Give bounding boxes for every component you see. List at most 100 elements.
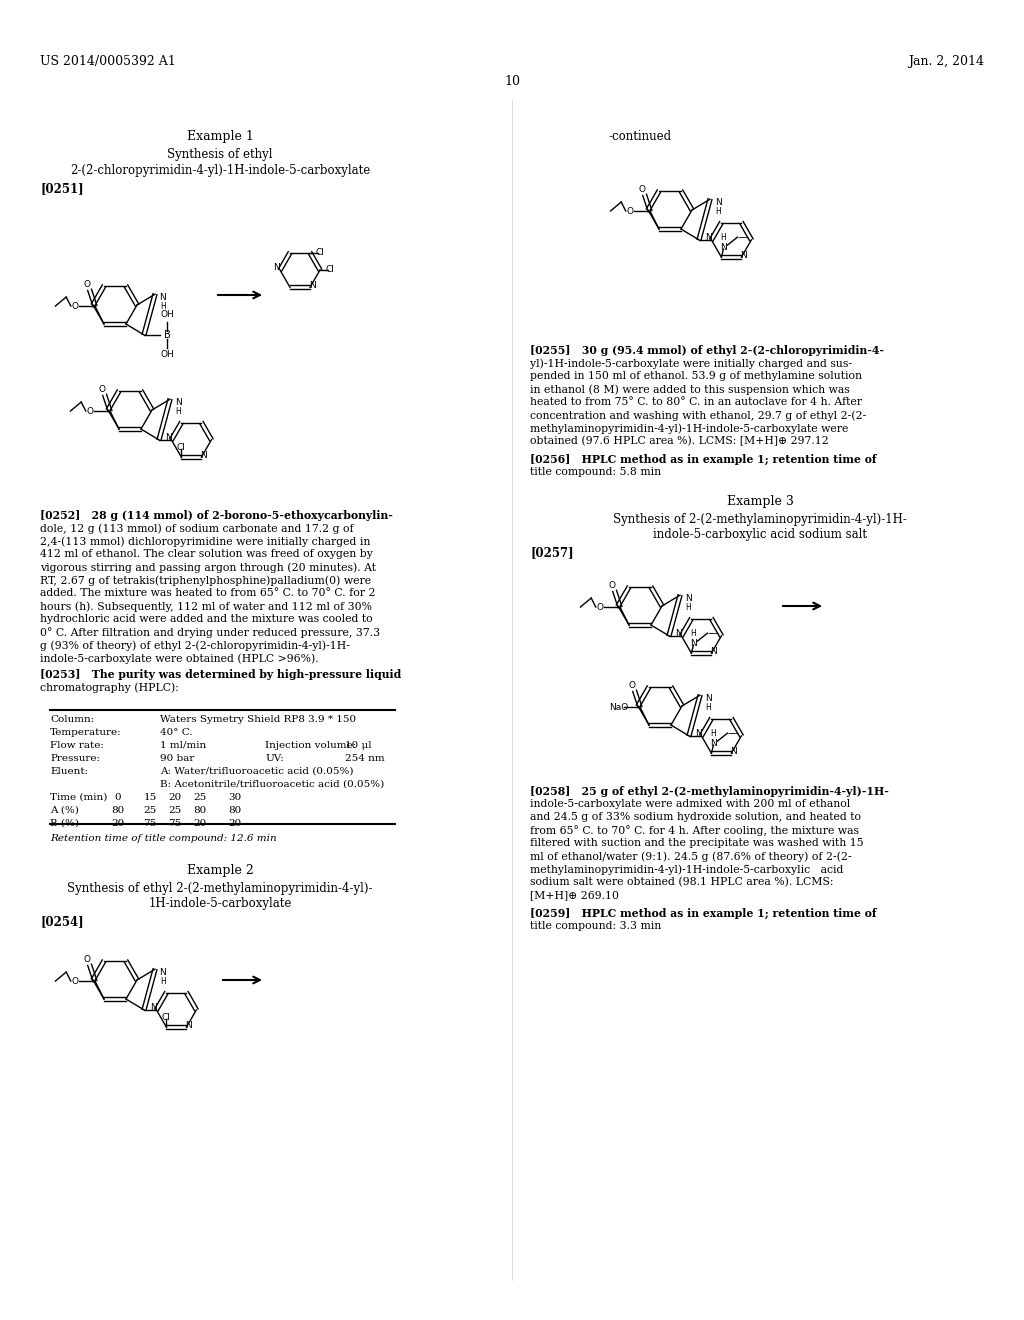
Text: Temperature:: Temperature: — [50, 729, 122, 737]
Text: 0: 0 — [115, 793, 121, 803]
Text: from 65° C. to 70° C. for 4 h. After cooling, the mixture was: from 65° C. to 70° C. for 4 h. After coo… — [530, 825, 859, 836]
Text: —: — — [738, 232, 749, 242]
Text: concentration and washing with ethanol, 29.7 g of ethyl 2-(2-: concentration and washing with ethanol, … — [530, 411, 866, 421]
Text: B: Acetonitrile/trifluoroacetic acid (0.05%): B: Acetonitrile/trifluoroacetic acid (0.… — [160, 780, 384, 789]
Text: Eluent:: Eluent: — [50, 767, 88, 776]
Text: Synthesis of 2-(2-methylaminopyrimidin-4-yl)-1H-: Synthesis of 2-(2-methylaminopyrimidin-4… — [613, 513, 907, 525]
Text: N: N — [160, 293, 166, 302]
Text: 20: 20 — [168, 793, 181, 803]
Text: title compound: 3.3 min: title compound: 3.3 min — [530, 921, 662, 931]
Text: O: O — [608, 581, 615, 590]
Text: N: N — [715, 198, 721, 207]
Text: indole-5-carboxylate were obtained (HPLC >96%).: indole-5-carboxylate were obtained (HPLC… — [40, 653, 318, 664]
Text: O: O — [83, 280, 90, 289]
Text: O: O — [627, 206, 633, 215]
Text: [0253]   The purity was determined by high-pressure liquid: [0253] The purity was determined by high… — [40, 669, 401, 680]
Text: Flow rate:: Flow rate: — [50, 741, 103, 750]
Text: —: — — [708, 628, 719, 638]
Text: and 24.5 g of 33% sodium hydroxide solution, and heated to: and 24.5 g of 33% sodium hydroxide solut… — [530, 812, 861, 822]
Text: indole-5-carboxylate were admixed with 200 ml of ethanol: indole-5-carboxylate were admixed with 2… — [530, 799, 850, 809]
Text: O: O — [72, 977, 78, 986]
Text: Cl: Cl — [162, 1012, 171, 1022]
Text: obtained (97.6 HPLC area %). LCMS: [M+H]⊕ 297.12: obtained (97.6 HPLC area %). LCMS: [M+H]… — [530, 436, 828, 446]
Text: N: N — [675, 630, 682, 639]
Text: methylaminopyrimidin-4-yl)-1H-indole-5-carboxylate were: methylaminopyrimidin-4-yl)-1H-indole-5-c… — [530, 422, 848, 433]
Text: [0258]   25 g of ethyl 2-(2-methylaminopyrimidin-4-yl)-1H-: [0258] 25 g of ethyl 2-(2-methylaminopyr… — [530, 785, 889, 797]
Text: N: N — [165, 433, 172, 442]
Text: 15: 15 — [143, 793, 157, 803]
Text: 80: 80 — [228, 807, 242, 814]
Text: [0259]   HPLC method as in example 1; retention time of: [0259] HPLC method as in example 1; rete… — [530, 908, 877, 919]
Text: 25: 25 — [194, 793, 207, 803]
Text: 2-(2-chloropyrimidin-4-yl)-1H-indole-5-carboxylate: 2-(2-chloropyrimidin-4-yl)-1H-indole-5-c… — [70, 164, 370, 177]
Text: 20: 20 — [194, 818, 207, 828]
Text: N: N — [705, 694, 712, 702]
Text: sodium salt were obtained (98.1 HPLC area %). LCMS:: sodium salt were obtained (98.1 HPLC are… — [530, 876, 834, 887]
Text: N: N — [706, 234, 712, 243]
Text: [0252]   28 g (114 mmol) of 2-borono-5-ethoxycarbonylin-: [0252] 28 g (114 mmol) of 2-borono-5-eth… — [40, 510, 393, 521]
Text: 80: 80 — [112, 807, 125, 814]
Text: -continued: -continued — [608, 129, 672, 143]
Text: O: O — [98, 385, 105, 395]
Text: N: N — [273, 264, 281, 272]
Text: [0255]   30 g (95.4 mmol) of ethyl 2-(2-chloropyrimidin-4-: [0255] 30 g (95.4 mmol) of ethyl 2-(2-ch… — [530, 345, 884, 356]
Text: 2,4-(113 mmol) dichloropyrimidine were initially charged in: 2,4-(113 mmol) dichloropyrimidine were i… — [40, 536, 371, 546]
Text: 10: 10 — [504, 75, 520, 88]
Text: 0° C. After filtration and drying under reduced pressure, 37.3: 0° C. After filtration and drying under … — [40, 627, 380, 638]
Text: H: H — [715, 207, 721, 215]
Text: Example 2: Example 2 — [186, 865, 253, 876]
Text: title compound: 5.8 min: title compound: 5.8 min — [530, 467, 662, 477]
Text: N: N — [710, 739, 717, 747]
Text: Pressure:: Pressure: — [50, 754, 100, 763]
Text: N: N — [720, 243, 727, 252]
Text: A: Water/trifluoroacetic acid (0.05%): A: Water/trifluoroacetic acid (0.05%) — [160, 767, 353, 776]
Text: [0257]: [0257] — [530, 546, 573, 558]
Text: —: — — [728, 729, 739, 738]
Text: 90 bar: 90 bar — [160, 754, 195, 763]
Text: O: O — [83, 956, 90, 965]
Text: Jan. 2, 2014: Jan. 2, 2014 — [908, 55, 984, 69]
Text: pended in 150 ml of ethanol. 53.9 g of methylamine solution: pended in 150 ml of ethanol. 53.9 g of m… — [530, 371, 862, 381]
Text: A (%): A (%) — [50, 807, 79, 814]
Text: N: N — [690, 639, 696, 648]
Text: 80: 80 — [194, 807, 207, 814]
Text: Injection volume:: Injection volume: — [265, 741, 356, 750]
Text: 40° C.: 40° C. — [160, 729, 193, 737]
Text: N: N — [160, 968, 166, 977]
Text: hydrochloric acid were added and the mixture was cooled to: hydrochloric acid were added and the mix… — [40, 614, 373, 624]
Text: Waters Symetry Shield RP8 3.9 * 150: Waters Symetry Shield RP8 3.9 * 150 — [160, 715, 356, 723]
Text: Cl: Cl — [326, 265, 335, 275]
Text: g (93% of theory) of ethyl 2-(2-chloropyrimidin-4-yl)-1H-: g (93% of theory) of ethyl 2-(2-chloropy… — [40, 640, 350, 651]
Text: [M+H]⊕ 269.10: [M+H]⊕ 269.10 — [530, 890, 618, 900]
Text: H: H — [160, 302, 166, 310]
Text: indole-5-carboxylic acid sodium salt: indole-5-carboxylic acid sodium salt — [653, 528, 867, 541]
Text: N: N — [308, 281, 315, 290]
Text: heated to from 75° C. to 80° C. in an autoclave for 4 h. After: heated to from 75° C. to 80° C. in an au… — [530, 397, 862, 407]
Text: H: H — [160, 977, 166, 986]
Text: US 2014/0005392 A1: US 2014/0005392 A1 — [40, 55, 176, 69]
Text: 75: 75 — [168, 818, 181, 828]
Text: N: N — [685, 594, 691, 603]
Text: added. The mixture was heated to from 65° C. to 70° C. for 2: added. The mixture was heated to from 65… — [40, 587, 376, 598]
Text: N: N — [740, 251, 746, 260]
Text: dole, 12 g (113 mmol) of sodium carbonate and 17.2 g of: dole, 12 g (113 mmol) of sodium carbonat… — [40, 523, 353, 533]
Text: ml of ethanol/water (9:1). 24.5 g (87.6% of theory) of 2-(2-: ml of ethanol/water (9:1). 24.5 g (87.6%… — [530, 851, 852, 862]
Text: O: O — [596, 602, 603, 611]
Text: Retention time of title compound: 12.6 min: Retention time of title compound: 12.6 m… — [50, 834, 276, 843]
Text: N: N — [151, 1003, 157, 1012]
Text: O: O — [628, 681, 635, 690]
Text: Cl: Cl — [177, 442, 185, 451]
Text: Example 3: Example 3 — [727, 495, 794, 508]
Text: O: O — [86, 407, 93, 416]
Text: Synthesis of ethyl 2-(2-methylaminopyrimidin-4-yl)-: Synthesis of ethyl 2-(2-methylaminopyrim… — [68, 882, 373, 895]
Text: yl)-1H-indole-5-carboxylate were initially charged and sus-: yl)-1H-indole-5-carboxylate were initial… — [530, 358, 852, 368]
Text: N: N — [185, 1020, 191, 1030]
Text: 30: 30 — [228, 793, 242, 803]
Text: B: B — [164, 330, 171, 339]
Text: 1H-indole-5-carboxylate: 1H-indole-5-carboxylate — [148, 898, 292, 909]
Text: N: N — [175, 397, 181, 407]
Text: [0256]   HPLC method as in example 1; retention time of: [0256] HPLC method as in example 1; rete… — [530, 454, 877, 465]
Text: chromatography (HPLC):: chromatography (HPLC): — [40, 682, 179, 693]
Text: Example 1: Example 1 — [186, 129, 253, 143]
Text: 412 ml of ethanol. The clear solution was freed of oxygen by: 412 ml of ethanol. The clear solution wa… — [40, 549, 373, 558]
